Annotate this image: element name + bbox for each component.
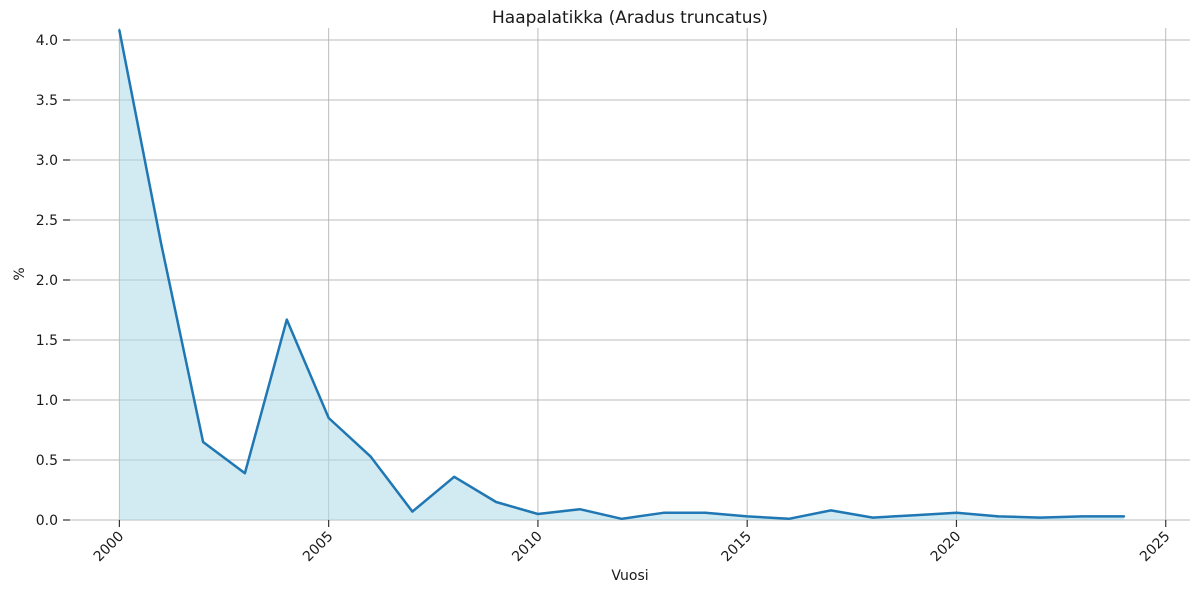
x-tick-label-2025: 2025 — [1137, 529, 1174, 566]
x-tick-label-2010: 2010 — [509, 529, 546, 566]
chart-title: Haapalatikka (Aradus truncatus) — [492, 8, 768, 28]
y-tick-label-0.5: 0.5 — [36, 453, 58, 469]
x-tick-label-2005: 2005 — [300, 529, 337, 566]
data-layer — [118, 29, 1126, 521]
x-tick-label-2015: 2015 — [719, 529, 756, 566]
grid-layer — [70, 28, 1190, 521]
y-axis-label: % — [12, 267, 28, 280]
y-tick-label-1.0: 1.0 — [36, 393, 58, 409]
x-tick-label-2020: 2020 — [928, 529, 965, 566]
y-tick-label-2.5: 2.5 — [36, 213, 58, 229]
y-tick-label-3.5: 3.5 — [36, 93, 58, 109]
area-fill — [119, 30, 1124, 521]
y-tick-label-4.0: 4.0 — [36, 33, 58, 49]
x-axis-label: Vuosi — [611, 568, 648, 584]
y-tick-label-2.0: 2.0 — [36, 273, 58, 289]
y-tick-label-3.0: 3.0 — [36, 153, 58, 169]
x-tick-label-2000: 2000 — [91, 529, 128, 566]
y-tick-label-0.0: 0.0 — [36, 513, 58, 529]
y-tick-label-1.5: 1.5 — [36, 333, 58, 349]
trend-line — [118, 29, 1126, 521]
